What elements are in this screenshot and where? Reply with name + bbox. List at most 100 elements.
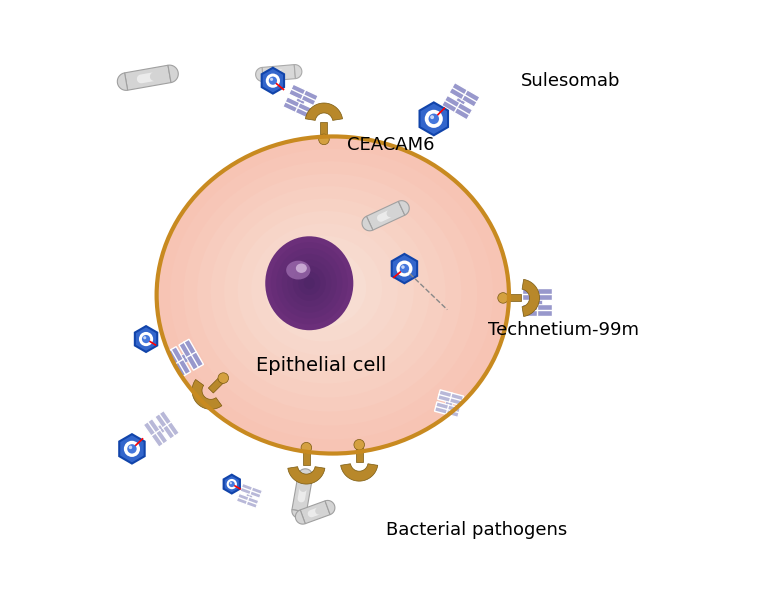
Polygon shape [124, 65, 171, 90]
Polygon shape [521, 288, 553, 300]
Ellipse shape [298, 271, 320, 295]
Circle shape [229, 481, 235, 487]
Polygon shape [320, 122, 327, 136]
Polygon shape [506, 294, 521, 301]
Ellipse shape [305, 273, 334, 300]
Text: Bacterial pathogens: Bacterial pathogens [386, 521, 567, 539]
Polygon shape [446, 401, 453, 406]
Polygon shape [155, 411, 179, 440]
Polygon shape [143, 418, 168, 447]
Polygon shape [240, 483, 262, 499]
Ellipse shape [157, 136, 509, 454]
Polygon shape [300, 501, 330, 524]
Circle shape [428, 113, 439, 124]
Circle shape [218, 373, 229, 384]
Text: Epithelial cell: Epithelial cell [256, 356, 386, 375]
Ellipse shape [184, 161, 477, 425]
Polygon shape [283, 97, 312, 119]
Circle shape [124, 441, 140, 457]
Polygon shape [298, 469, 312, 477]
Ellipse shape [265, 236, 353, 330]
Polygon shape [438, 390, 464, 405]
Polygon shape [305, 103, 342, 120]
Polygon shape [435, 402, 460, 417]
Circle shape [424, 110, 443, 128]
Polygon shape [303, 451, 310, 466]
Polygon shape [355, 448, 363, 463]
Circle shape [265, 74, 280, 88]
Circle shape [269, 77, 277, 85]
Circle shape [128, 445, 132, 449]
Polygon shape [456, 98, 465, 105]
Polygon shape [192, 379, 222, 409]
Ellipse shape [265, 236, 382, 342]
Polygon shape [168, 65, 179, 83]
Circle shape [229, 482, 232, 484]
Polygon shape [522, 280, 539, 316]
Circle shape [143, 336, 146, 339]
Polygon shape [255, 67, 263, 81]
Polygon shape [292, 510, 306, 518]
Ellipse shape [286, 261, 310, 280]
Ellipse shape [296, 264, 307, 273]
Ellipse shape [271, 242, 348, 324]
Text: Technetium-99m: Technetium-99m [489, 321, 640, 339]
Polygon shape [325, 500, 335, 514]
Ellipse shape [238, 211, 413, 369]
Circle shape [226, 479, 237, 489]
Polygon shape [262, 68, 284, 94]
Polygon shape [362, 217, 373, 231]
Polygon shape [392, 254, 417, 283]
Circle shape [128, 444, 137, 454]
Polygon shape [117, 73, 128, 90]
Ellipse shape [304, 277, 315, 289]
Polygon shape [119, 434, 145, 464]
Circle shape [301, 442, 312, 453]
Polygon shape [292, 475, 312, 512]
Polygon shape [246, 494, 253, 498]
Polygon shape [166, 347, 191, 378]
Ellipse shape [278, 248, 366, 327]
Circle shape [399, 264, 409, 273]
Ellipse shape [224, 199, 430, 384]
Ellipse shape [170, 149, 493, 440]
Circle shape [396, 261, 413, 277]
Ellipse shape [197, 173, 461, 412]
Ellipse shape [251, 224, 398, 356]
Polygon shape [298, 488, 307, 502]
Circle shape [139, 332, 153, 346]
Polygon shape [442, 96, 473, 120]
Polygon shape [341, 464, 377, 481]
Polygon shape [157, 425, 165, 433]
Polygon shape [296, 98, 305, 104]
Polygon shape [295, 510, 305, 524]
Polygon shape [377, 210, 392, 222]
Polygon shape [532, 300, 542, 304]
Polygon shape [208, 378, 224, 393]
Text: Sulesomab: Sulesomab [521, 71, 620, 90]
Circle shape [319, 134, 330, 145]
Polygon shape [521, 304, 553, 316]
Polygon shape [137, 72, 155, 83]
Polygon shape [288, 467, 325, 484]
Ellipse shape [287, 260, 331, 307]
Polygon shape [366, 201, 405, 230]
Ellipse shape [211, 186, 446, 398]
Ellipse shape [282, 254, 337, 313]
Polygon shape [308, 507, 320, 517]
Polygon shape [236, 493, 259, 509]
Polygon shape [289, 84, 318, 106]
Ellipse shape [292, 261, 351, 313]
Polygon shape [135, 326, 157, 352]
Polygon shape [270, 69, 284, 77]
Text: CEACAM6: CEACAM6 [348, 136, 435, 154]
Polygon shape [181, 354, 189, 363]
Ellipse shape [293, 266, 326, 301]
Polygon shape [449, 83, 480, 107]
Circle shape [401, 266, 405, 269]
Circle shape [498, 293, 508, 303]
Circle shape [354, 440, 365, 450]
Polygon shape [224, 475, 240, 493]
Polygon shape [294, 64, 302, 78]
Circle shape [270, 78, 273, 81]
